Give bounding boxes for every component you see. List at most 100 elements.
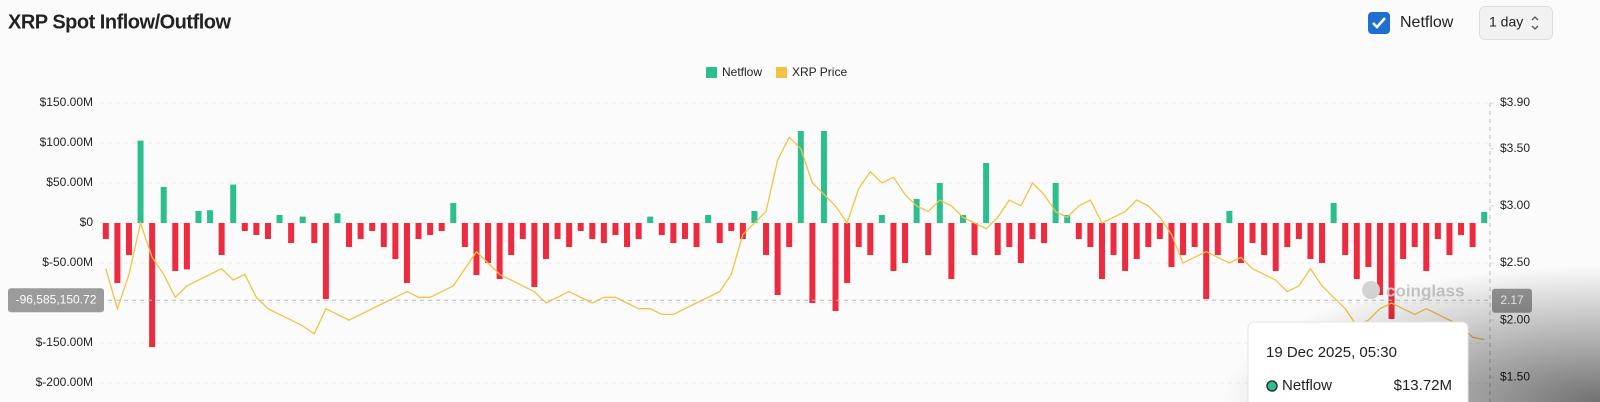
netflow-bar: [936, 183, 943, 223]
netflow-bar: [207, 210, 214, 223]
netflow-bar: [1307, 223, 1314, 259]
netflow-bar: [566, 223, 573, 247]
netflow-bar: [276, 215, 283, 223]
netflow-bar: [1122, 223, 1129, 271]
netflow-bar: [1110, 223, 1117, 255]
netflow-bar: [496, 223, 503, 279]
y-tick-label: $150.00M: [40, 95, 93, 109]
netflow-bar: [1214, 223, 1221, 255]
netflow-bar: [994, 223, 1001, 255]
netflow-bar: [438, 223, 445, 231]
netflow-bar: [647, 216, 654, 223]
y-tick-label: $100.00M: [40, 135, 93, 149]
netflow-bar: [149, 223, 156, 347]
netflow-bar: [1180, 223, 1187, 255]
netflow-bar: [1434, 223, 1441, 239]
tooltip-date: 19 Dec 2025, 05:30: [1266, 344, 1397, 361]
netflow-bar: [346, 223, 353, 247]
netflow-bar: [890, 223, 897, 271]
tooltip: [1247, 321, 1469, 402]
netflow-bar: [983, 163, 990, 223]
netflow-bar: [288, 223, 295, 243]
netflow-bar: [971, 223, 978, 255]
chart: $150.00M$100.00M$50.00M$0$-50.00M$-100.0…: [8, 65, 1600, 402]
netflow-bar: [763, 223, 770, 255]
check-icon: [1372, 17, 1386, 29]
netflow-bar: [855, 223, 862, 247]
netflow-bar: [809, 223, 816, 303]
netflow-bar: [1469, 223, 1476, 247]
y2-tick-label: $3.90: [1500, 95, 1530, 109]
netflow-bar: [948, 223, 955, 279]
netflow-bar: [832, 223, 839, 311]
netflow-bar: [1237, 223, 1244, 263]
netflow-bar: [1342, 223, 1349, 255]
netflow-bar: [1029, 223, 1036, 239]
netflow-bar: [195, 211, 202, 223]
netflow-bar: [102, 223, 109, 239]
netflow-bar: [1249, 223, 1256, 243]
netflow-bar: [1261, 223, 1268, 255]
netflow-bar: [1191, 223, 1198, 247]
netflow-bar: [820, 131, 827, 223]
netflow-bar: [959, 215, 966, 223]
netflow-bar: [1145, 223, 1152, 247]
checkbox-label[interactable]: Netflow: [1400, 14, 1454, 31]
y2-tick-label: $3.50: [1500, 141, 1530, 155]
netflow-bar: [681, 223, 688, 239]
netflow-bar: [913, 199, 920, 223]
netflow-bar: [1319, 223, 1326, 263]
y-tick-label: $-150.00M: [36, 335, 93, 349]
netflow-bar: [1226, 211, 1233, 223]
netflow-bar: [183, 223, 190, 270]
netflow-bar: [230, 184, 237, 223]
netflow-bar: [1400, 223, 1407, 259]
netflow-bar: [577, 223, 584, 231]
netflow-bar: [461, 223, 468, 247]
netflow-bar: [380, 223, 387, 247]
netflow-bar: [264, 223, 271, 239]
netflow-bar: [1411, 223, 1418, 247]
page-title: XRP Spot Inflow/Outflow: [8, 11, 231, 33]
netflow-bar: [705, 215, 712, 223]
netflow-bar: [1284, 223, 1291, 247]
y-tick-label: $0: [80, 215, 94, 229]
netflow-bar: [728, 223, 735, 231]
netflow-bar: [1481, 212, 1488, 223]
netflow-bar: [693, 223, 700, 247]
netflow-bar: [1272, 223, 1279, 271]
legend-swatch: [706, 67, 717, 78]
netflow-bar: [600, 223, 607, 243]
netflow-bar: [137, 140, 144, 223]
netflow-bar: [1168, 223, 1175, 267]
netflow-bar: [415, 223, 422, 239]
netflow-bar: [925, 223, 932, 255]
netflow-bar: [797, 131, 804, 223]
netflow-bar: [670, 223, 677, 243]
netflow-bar: [1087, 223, 1094, 247]
interval-label[interactable]: 1 day: [1489, 14, 1523, 30]
netflow-bar: [218, 223, 225, 255]
netflow-bar: [739, 223, 746, 239]
netflow-bar: [311, 223, 318, 243]
netflow-bar: [172, 223, 179, 271]
interval-select[interactable]: [1479, 6, 1553, 40]
netflow-bar: [1295, 223, 1302, 239]
netflow-bar: [369, 223, 376, 231]
netflow-bar: [554, 223, 561, 239]
netflow-bar: [519, 223, 526, 239]
netflow-bar: [1446, 223, 1453, 255]
netflow-bar: [253, 223, 260, 235]
netflow-bar: [867, 223, 874, 255]
netflow-bar: [125, 223, 132, 255]
netflow-bar: [635, 223, 642, 239]
y-tick-label: $-200.00M: [36, 375, 93, 389]
y-tick-label: $-50.00M: [42, 255, 93, 269]
netflow-bar: [485, 223, 492, 263]
netflow-bar: [589, 223, 596, 239]
netflow-bar: [1041, 223, 1048, 243]
crosshair-y-box: [8, 288, 104, 313]
netflow-bar: [658, 223, 665, 235]
netflow-bar: [334, 213, 341, 223]
y-tick-label: $50.00M: [46, 175, 93, 189]
